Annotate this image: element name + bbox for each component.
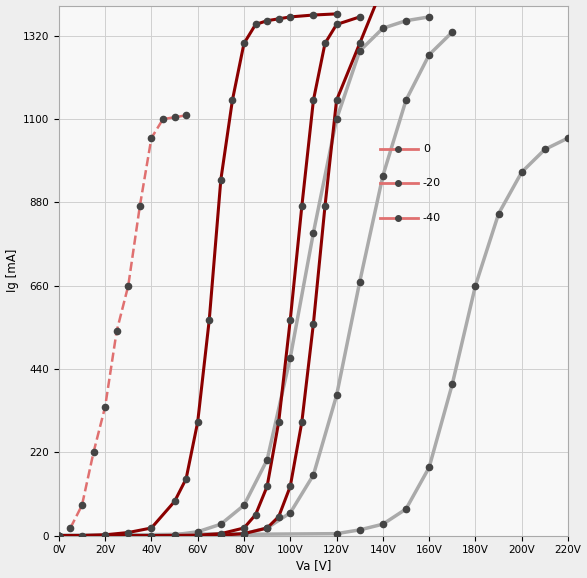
X-axis label: Va [V]: Va [V] [296, 560, 331, 572]
Text: 0: 0 [423, 144, 430, 154]
Text: -20: -20 [423, 178, 441, 188]
Y-axis label: Ig [mA]: Ig [mA] [5, 249, 19, 292]
Text: -40: -40 [423, 213, 441, 223]
